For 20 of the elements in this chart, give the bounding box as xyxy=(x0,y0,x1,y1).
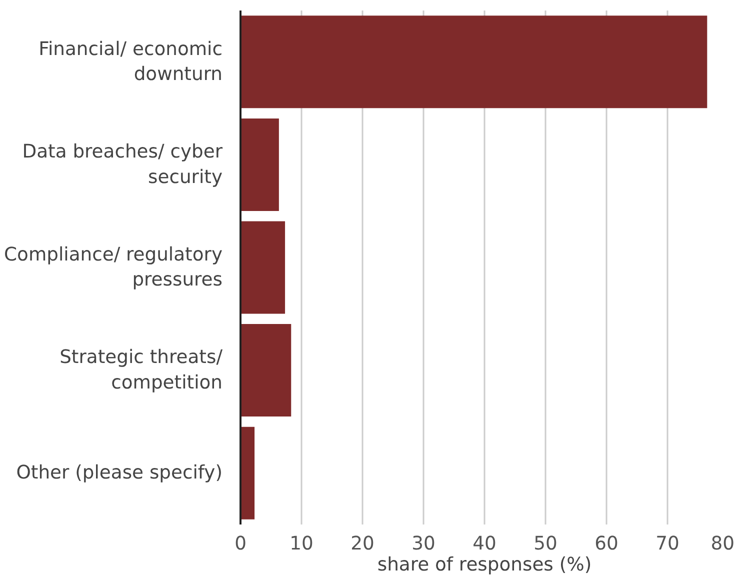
bar xyxy=(240,118,279,211)
bar xyxy=(240,221,286,314)
x-axis-title: share of responses (%) xyxy=(377,554,592,576)
y-tick-label: Data breaches/ cyber security xyxy=(22,142,223,188)
y-tick-label: Compliance/ regulatory pressures xyxy=(4,244,223,291)
x-tick-label: 80 xyxy=(710,534,734,554)
x-tick-label: 60 xyxy=(594,534,618,554)
y-tick-label: Financial/ economic downturn xyxy=(38,38,223,85)
y-tick-label: Other (please specify) xyxy=(16,462,223,484)
x-tick-label: 30 xyxy=(412,534,436,554)
y-tick-label: Strategic threats/ competition xyxy=(60,347,224,394)
x-tick-label: 20 xyxy=(350,534,374,554)
x-tick-label: 70 xyxy=(656,534,680,554)
bar xyxy=(240,324,292,417)
bar xyxy=(240,426,255,520)
x-tick-label: 40 xyxy=(472,534,496,554)
x-tick-label: 0 xyxy=(234,534,246,554)
bar xyxy=(240,16,708,108)
x-tick-label: 50 xyxy=(534,534,558,554)
x-tick-label: 10 xyxy=(290,534,314,554)
